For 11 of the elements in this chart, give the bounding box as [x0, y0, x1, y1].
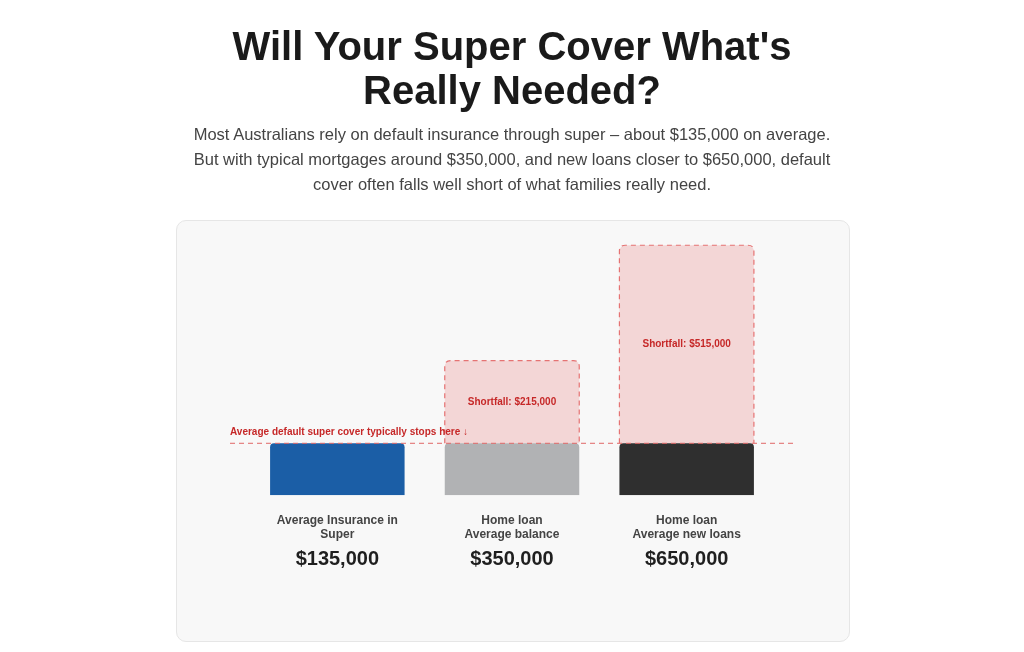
x-tick-label: Average Insurance in Super — [276, 512, 398, 542]
total-label: $135,000 — [295, 546, 380, 569]
data-label: Shortfall: $515,000 — [642, 338, 732, 350]
data-label: Shortfall: $215,000 — [467, 395, 557, 407]
chart-subtitle: Most Australians rely on default insurance through super – about $135,000 on average. But with typical mortgages around $350,000, and new loans closer to $650,000, default cover often falls well short of what families really need. — [192, 124, 832, 195]
total-label: $350,000 — [470, 546, 554, 569]
total-label: $650,000 — [644, 546, 729, 569]
chart-title: Will Your Super Cover What's Really Needed? — [231, 24, 793, 112]
x-tick-label: Home loan Average balance — [464, 512, 560, 542]
ref-line-label: Average default super cover typically stops here ↓ — [230, 426, 469, 438]
x-tick-label: Home loan Average new loans — [632, 512, 742, 542]
